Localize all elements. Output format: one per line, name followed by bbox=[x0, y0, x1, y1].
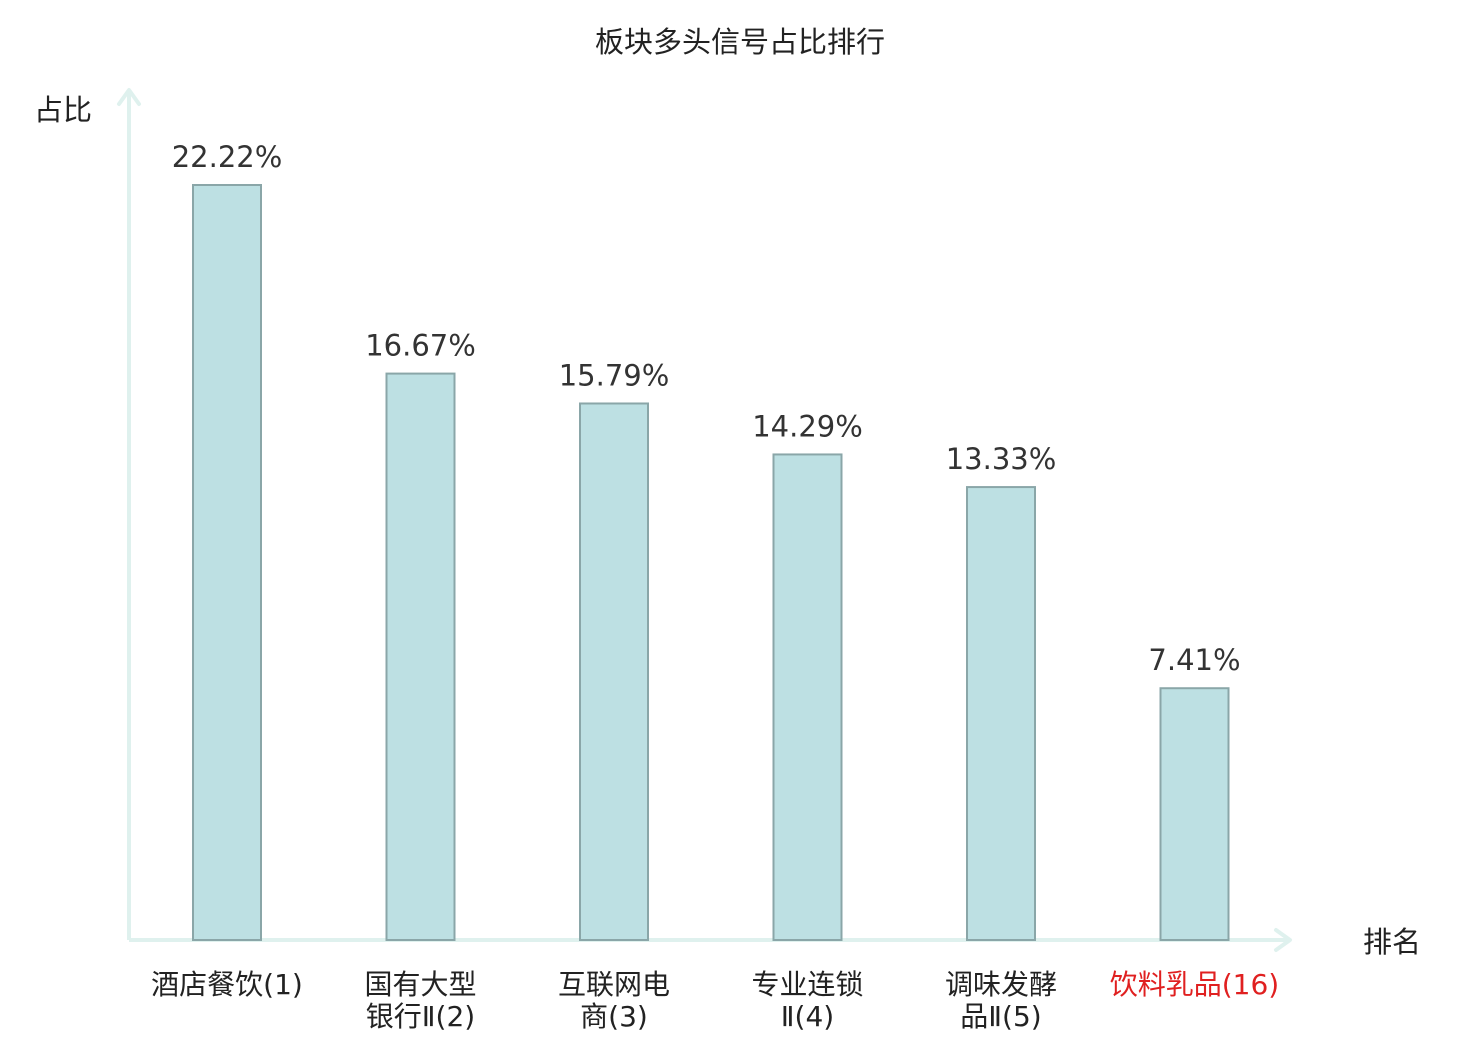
chart-title: 板块多头信号占比排行 bbox=[595, 25, 885, 59]
bar-value-label: 22.22% bbox=[172, 140, 283, 174]
x-tick-label: Ⅱ(4) bbox=[781, 1000, 834, 1033]
bar-value-label: 14.29% bbox=[752, 409, 863, 443]
bar-value-label: 13.33% bbox=[946, 442, 1057, 476]
x-tick-label: 银行Ⅱ(2) bbox=[366, 1000, 475, 1033]
bar bbox=[772, 453, 843, 941]
x-tick-label: 酒店餐饮(1) bbox=[151, 968, 303, 1001]
bar-value-label: 7.41% bbox=[1148, 643, 1240, 677]
bars bbox=[192, 184, 1230, 942]
x-axis-arrow bbox=[1274, 928, 1292, 952]
axes bbox=[117, 88, 1292, 952]
bar bbox=[1159, 687, 1230, 942]
bar-value-label: 16.67% bbox=[365, 329, 476, 363]
x-tick-label: 专业连锁 bbox=[751, 968, 863, 1001]
bar-value-label: 15.79% bbox=[559, 358, 670, 392]
bar bbox=[966, 486, 1036, 941]
x-axis-label: 排名 bbox=[1363, 925, 1421, 959]
value-labels: 22.22% 16.67% 15.79% 14.29% 13.33% 7.41% bbox=[172, 140, 1241, 677]
x-tick-label: 互联网电 bbox=[558, 968, 670, 1001]
y-axis-arrow bbox=[117, 88, 141, 106]
bar bbox=[385, 372, 456, 942]
bar bbox=[579, 402, 649, 942]
x-tick-label: 商(3) bbox=[580, 1000, 648, 1033]
bar bbox=[192, 184, 262, 941]
y-axis-label: 占比 bbox=[34, 93, 92, 127]
x-tick-label: 饮料乳品(16) bbox=[1110, 968, 1279, 1001]
x-tick-label: 国有大型 bbox=[364, 968, 476, 1001]
x-tick-label: 品Ⅱ(5) bbox=[960, 1000, 1041, 1033]
x-tick-label: 调味发酵 bbox=[945, 968, 1057, 1001]
